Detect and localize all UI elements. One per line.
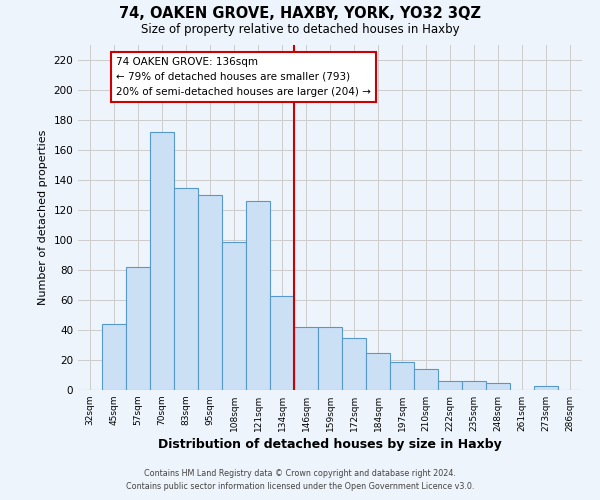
Text: Contains HM Land Registry data © Crown copyright and database right 2024.
Contai: Contains HM Land Registry data © Crown c…	[126, 469, 474, 491]
Bar	[342, 338, 366, 390]
Bar	[414, 369, 438, 390]
Text: 74, OAKEN GROVE, HAXBY, YORK, YO32 3QZ: 74, OAKEN GROVE, HAXBY, YORK, YO32 3QZ	[119, 6, 481, 20]
Text: Size of property relative to detached houses in Haxby: Size of property relative to detached ho…	[140, 22, 460, 36]
Bar	[294, 327, 318, 390]
Bar	[318, 327, 342, 390]
Bar	[270, 296, 294, 390]
Bar	[126, 267, 150, 390]
Bar	[486, 382, 510, 390]
Bar	[246, 201, 270, 390]
X-axis label: Distribution of detached houses by size in Haxby: Distribution of detached houses by size …	[158, 438, 502, 451]
Bar	[102, 324, 126, 390]
Bar	[198, 195, 222, 390]
Bar	[462, 381, 486, 390]
Bar	[438, 381, 462, 390]
Bar	[150, 132, 174, 390]
Bar	[174, 188, 198, 390]
Y-axis label: Number of detached properties: Number of detached properties	[38, 130, 48, 305]
Bar	[222, 242, 246, 390]
Bar	[534, 386, 558, 390]
Text: 74 OAKEN GROVE: 136sqm
← 79% of detached houses are smaller (793)
20% of semi-de: 74 OAKEN GROVE: 136sqm ← 79% of detached…	[116, 57, 371, 96]
Bar	[390, 362, 414, 390]
Bar	[366, 352, 390, 390]
